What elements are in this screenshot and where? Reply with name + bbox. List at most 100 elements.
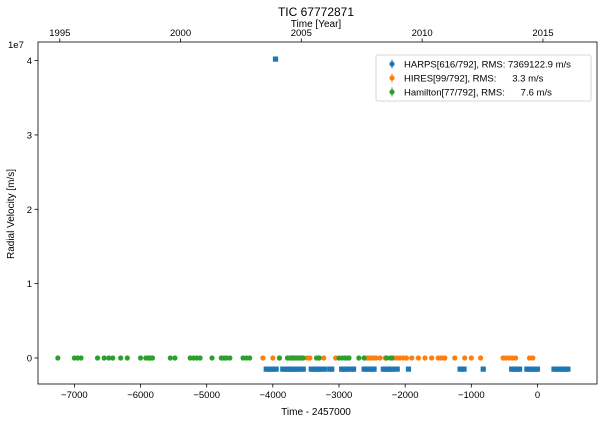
data-point-series-3 [124,355,130,361]
data-marks [55,56,571,372]
data-point-series-3 [118,355,124,361]
legend-label: Hamilton[77/792], RMS: 7.6 m/s [404,88,552,99]
y-axis-ticks: 0 1 2 3 4 [27,56,38,364]
data-point-series-3 [346,355,352,361]
x-tick-label: −5000 [193,390,220,401]
data-point-series-3 [110,355,116,361]
data-point-series-3 [106,355,112,361]
data-point-series-3 [78,355,84,361]
data-point-series-1 [461,366,467,372]
y-offset-label: 1e7 [8,40,24,51]
x-tick-label: 0 [535,390,540,401]
data-point-series-3 [316,355,322,361]
data-point-series-3 [172,355,178,361]
top-tick-label: 2010 [412,28,433,39]
x-axis-ticks: −7000 −6000 −5000 −4000 −3000 −2000 −1000 0 [61,384,540,401]
x-tick-label: −4000 [260,390,287,401]
y-axis-label: Radial Velocity [m/s] [6,169,17,259]
data-point-series-1 [350,366,357,372]
data-point-series-2 [429,355,435,361]
data-point-series-3 [300,355,306,361]
plot-frame [37,41,598,385]
data-point-series-1 [300,366,306,372]
x-tick-label: −2000 [392,390,419,401]
data-point-series-3 [384,355,390,361]
x-tick-label: −3000 [326,390,353,401]
data-point-series-2 [409,355,415,361]
data-point-series-3 [137,355,144,361]
y-tick-label: 4 [27,56,32,67]
data-point-series-1 [480,366,486,372]
y-tick-label: 1 [27,279,32,290]
data-point-outlier [272,56,279,62]
data-point-series-2 [422,355,428,361]
data-point-series-1 [565,366,571,372]
data-point-series-1 [382,366,388,372]
data-point-series-3 [361,355,367,361]
top-tick-label: 2005 [291,28,312,39]
legend-label: HARPS[616/792], RMS: 7369122.9 m/s [404,60,571,71]
top-axis-ticks: 1995 2000 2005 2010 2015 [49,28,554,42]
data-point-series-3 [94,355,101,361]
data-point-series-3 [227,355,233,361]
data-point-series-2 [442,355,448,361]
legend-marker [389,75,395,81]
data-point-series-2 [260,355,266,361]
legend-items: HARPS[616/792], RMS: 7369122.9 m/s HIRES[… [389,59,571,99]
y-tick-label: 3 [27,130,32,141]
data-point-series-2 [530,355,536,361]
x-tick-label: −1000 [458,390,485,401]
data-point-series-2 [415,355,421,361]
top-tick-label: 2000 [170,28,191,39]
data-point-series-2 [513,355,519,361]
data-point-series-1 [345,366,351,372]
data-point-series-3 [247,355,253,361]
data-point-series-1 [329,366,335,372]
legend-label: HIRES[99/792], RMS: 3.3 m/s [404,74,544,85]
legend: HARPS[616/792], RMS: 7369122.9 m/s HIRES[… [375,54,592,102]
data-point-series-1 [405,366,412,372]
data-point-series-3 [101,355,107,361]
data-point-series-1 [273,366,279,372]
data-point-series-2 [468,355,474,361]
data-point-series-2 [270,355,276,361]
data-point-series-1 [394,366,400,372]
data-point-series-3 [276,355,283,361]
data-point-series-2 [307,355,313,361]
y-tick-label: 0 [27,353,32,364]
data-point-series-2 [403,355,410,361]
data-point-series-2 [373,355,379,361]
data-point-series-3 [167,355,173,361]
data-point-series-2 [477,355,484,361]
data-point-series-3 [55,355,61,361]
top-x-axis-label: Time [Year] [291,19,342,30]
data-point-series-1 [371,366,377,372]
data-point-series-1 [321,366,328,372]
data-point-series-2 [321,355,327,361]
data-point-series-3 [356,355,362,361]
legend-box [375,54,592,102]
x-tick-label: −7000 [61,390,88,401]
data-point-series-2 [462,355,468,361]
data-point-series-3 [389,355,395,361]
data-point-series-1 [390,366,396,372]
data-point-series-2 [377,355,383,361]
data-point-series-3 [209,355,215,361]
data-point-series-3 [197,355,203,361]
x-axis-label: Time - 2457000 [281,407,351,418]
data-point-series-1 [517,366,523,372]
data-point-series-2 [452,355,458,361]
data-point-series-1 [298,366,304,372]
legend-marker [389,89,395,95]
data-point-series-1 [316,366,322,372]
data-point-series-3 [149,355,156,361]
top-tick-label: 1995 [49,28,70,39]
data-point-series-1 [534,366,541,372]
x-tick-label: −6000 [127,390,154,401]
y-tick-label: 2 [27,205,32,216]
chart-title: TIC 67772871 [278,5,354,19]
data-point-series-1 [530,366,536,372]
legend-marker [389,61,395,67]
